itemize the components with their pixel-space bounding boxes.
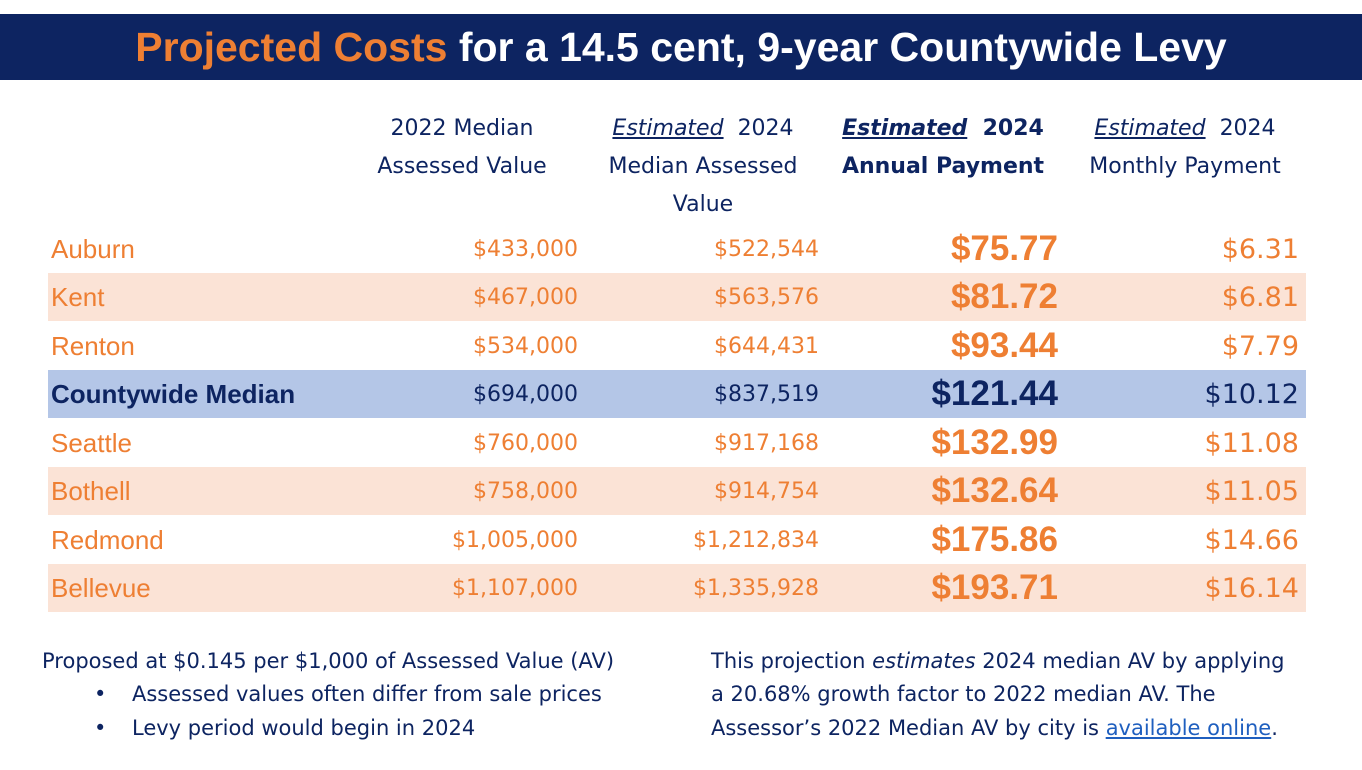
bullet-item: • Levy period would begin in 2024 [94, 712, 476, 745]
header-2024-median-av: Estimated 2024 Median Assessed Value [593, 110, 813, 224]
title-highlight: Projected Costs [135, 23, 448, 70]
header-2024-av-line1: Estimated 2024 [593, 110, 813, 148]
av-2022-value: $433,000 [473, 236, 578, 262]
annual-payment-value: $75.77 [950, 229, 1058, 268]
monthly-payment-value: $6.81 [1221, 281, 1299, 313]
header-2022-line2: Assessed Value [377, 154, 547, 179]
proposed-note: Proposed at $0.145 per $1,000 of Assesse… [42, 649, 615, 673]
av-2024-value: $563,576 [714, 284, 819, 310]
city-name: Countywide Median [51, 378, 296, 409]
header-2022-line1: 2022 Median [390, 116, 534, 141]
estimated-label: Estimated [842, 116, 968, 141]
header-annual-line1: Estimated 2024 [833, 110, 1053, 148]
monthly-payment-value: $6.31 [1221, 233, 1299, 265]
monthly-payment-value: $14.66 [1204, 524, 1299, 556]
header-monthly-line2: Monthly Payment [1089, 154, 1281, 179]
av-2024-value: $1,335,928 [693, 575, 819, 601]
title-banner: Projected Costs for a 14.5 cent, 9-year … [0, 14, 1362, 80]
monthly-payment-value: $11.05 [1204, 475, 1299, 507]
projection-text: 2024 median AV by applying [982, 649, 1285, 673]
header-2022-median-av: 2022 Median Assessed Value [352, 110, 572, 186]
av-2022-value: $760,000 [473, 430, 578, 456]
annual-payment-value: $81.72 [950, 277, 1058, 316]
city-name: Kent [51, 281, 105, 312]
projection-text: Assessor’s 2022 Median AV by city is [711, 716, 1099, 740]
projection-period: . [1271, 716, 1278, 740]
monthly-payment-value: $7.79 [1221, 330, 1299, 362]
city-name: Auburn [51, 233, 135, 264]
header-monthly-line1: Estimated 2024 [1074, 110, 1296, 148]
table-row-kent: Kent $467,000 $563,576 $81.72 $6.81 [48, 273, 1306, 321]
city-name: Bothell [51, 475, 131, 506]
annual-payment-value: $193.71 [931, 568, 1058, 607]
city-name: Redmond [51, 524, 164, 555]
year-label: 2024 [1219, 116, 1276, 141]
av-2022-value: $1,107,000 [452, 575, 578, 601]
av-2022-value: $1,005,000 [452, 527, 578, 553]
bullet-item: • Assessed values often differ from sale … [94, 678, 602, 711]
monthly-payment-value: $16.14 [1204, 572, 1299, 604]
table-row-seattle: Seattle $760,000 $917,168 $132.99 $11.08 [48, 419, 1306, 467]
header-annual-payment: Estimated 2024 Annual Payment [833, 110, 1053, 186]
av-2024-value: $644,431 [714, 333, 819, 359]
year-label: 2024 [737, 116, 794, 141]
projection-note-line2: a 20.68% growth factor to 2022 median AV… [711, 682, 1216, 706]
header-annual-line2: Annual Payment [841, 154, 1045, 179]
av-2024-value: $837,519 [714, 381, 819, 407]
monthly-payment-value: $10.12 [1204, 378, 1299, 410]
projection-note-line1: This projection estimates 2024 median AV… [711, 645, 1284, 678]
city-name: Renton [51, 330, 135, 361]
header-2024-av-line2: Median Assessed [608, 154, 798, 179]
projection-text: This projection [711, 649, 866, 673]
bullet-icon: • [94, 716, 107, 740]
projection-emphasis: estimates [872, 649, 976, 673]
table-row-redmond: Redmond $1,005,000 $1,212,834 $175.86 $1… [48, 516, 1306, 564]
header-monthly-payment: Estimated 2024 Monthly Payment [1074, 110, 1296, 186]
available-online-link[interactable]: available online [1105, 716, 1272, 740]
av-2022-value: $534,000 [473, 333, 578, 359]
title-rest: for a 14.5 cent, 9-year Countywide Levy [458, 23, 1227, 70]
annual-payment-value: $175.86 [931, 520, 1058, 559]
av-2024-value: $522,544 [714, 236, 819, 262]
av-2022-value: $758,000 [473, 478, 578, 504]
table-row-bellevue: Bellevue $1,107,000 $1,335,928 $193.71 $… [48, 564, 1306, 612]
table-row-auburn: Auburn $433,000 $522,544 $75.77 $6.31 [48, 225, 1306, 273]
bullet-text: Levy period would begin in 2024 [132, 716, 476, 740]
annual-payment-value: $132.64 [931, 471, 1058, 510]
av-2024-value: $1,212,834 [693, 527, 819, 553]
projection-note-line3: Assessor’s 2022 Median AV by city is ava… [711, 712, 1278, 745]
annual-payment-value: $121.44 [931, 374, 1058, 413]
bullet-icon: • [94, 682, 107, 706]
table-row-countywide-median: Countywide Median $694,000 $837,519 $121… [48, 370, 1306, 418]
monthly-payment-value: $11.08 [1204, 427, 1299, 459]
av-2024-value: $917,168 [714, 430, 819, 456]
av-2024-value: $914,754 [714, 478, 819, 504]
table-row-renton: Renton $534,000 $644,431 $93.44 $7.79 [48, 322, 1306, 370]
city-name: Bellevue [51, 572, 151, 603]
table-row-bothell: Bothell $758,000 $914,754 $132.64 $11.05 [48, 467, 1306, 515]
annual-payment-value: $93.44 [950, 326, 1058, 365]
estimated-label: Estimated [612, 116, 724, 141]
annual-payment-value: $132.99 [931, 423, 1058, 462]
av-2022-value: $694,000 [473, 381, 578, 407]
city-name: Seattle [51, 427, 132, 458]
av-2022-value: $467,000 [473, 284, 578, 310]
year-label: 2024 [982, 116, 1044, 141]
bullet-text: Assessed values often differ from sale p… [132, 682, 602, 706]
header-2024-av-line3: Value [672, 192, 734, 217]
estimated-label: Estimated [1094, 116, 1206, 141]
